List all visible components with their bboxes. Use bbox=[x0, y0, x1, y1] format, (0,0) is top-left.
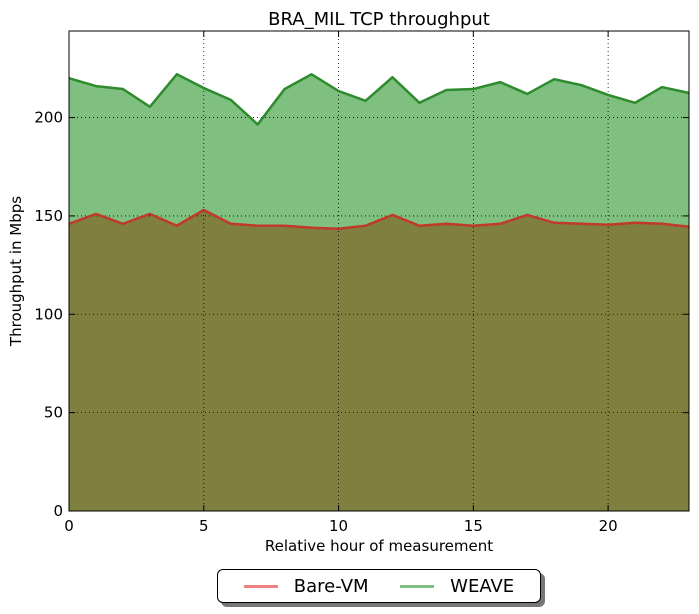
x-tick-label: 5 bbox=[199, 517, 209, 535]
line-weave bbox=[68, 73, 690, 126]
x-tick-label: 10 bbox=[329, 517, 348, 535]
legend-label-bare-vm: Bare-VM bbox=[293, 575, 369, 597]
legend-item-bare-vm: Bare-VM bbox=[243, 575, 369, 597]
x-tick-label: 20 bbox=[599, 517, 618, 535]
y-axis-label: Throughput in Mbps bbox=[7, 196, 25, 347]
legend-swatch-weave bbox=[400, 584, 435, 588]
legend-label-weave: WEAVE bbox=[450, 575, 515, 597]
legend: Bare-VM WEAVE bbox=[217, 569, 541, 603]
line-bare-vm bbox=[68, 208, 690, 230]
y-tick-label: 50 bbox=[44, 404, 63, 422]
area-bare-vm bbox=[69, 210, 689, 511]
y-tick-label: 200 bbox=[34, 109, 63, 127]
legend-item-weave: WEAVE bbox=[400, 576, 514, 597]
y-tick-label: 150 bbox=[34, 207, 63, 225]
y-tick-label: 100 bbox=[34, 305, 63, 323]
x-tick-label: 0 bbox=[64, 517, 74, 535]
x-tick-label: 15 bbox=[464, 517, 483, 535]
x-axis-label: Relative hour of measurement bbox=[265, 537, 493, 555]
y-tick-label: 0 bbox=[53, 502, 63, 520]
legend-swatch-bare-vm bbox=[243, 584, 278, 588]
chart-title: BRA_MIL TCP throughput bbox=[268, 9, 490, 30]
plot-frame bbox=[68, 30, 690, 512]
